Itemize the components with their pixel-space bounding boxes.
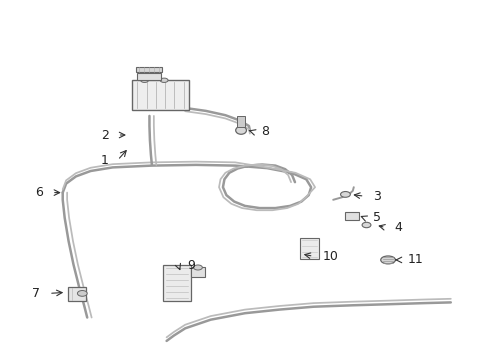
Bar [137, 73, 161, 80]
Ellipse shape [160, 78, 168, 82]
Bar [163, 265, 191, 301]
Text: 1: 1 [101, 154, 109, 167]
Ellipse shape [141, 78, 148, 82]
Ellipse shape [381, 256, 395, 264]
Bar [237, 116, 245, 127]
Text: 11: 11 [408, 253, 423, 266]
Bar [300, 238, 319, 259]
Text: 4: 4 [394, 221, 402, 234]
Ellipse shape [362, 222, 371, 228]
Ellipse shape [236, 126, 246, 134]
Text: 5: 5 [373, 211, 381, 224]
Ellipse shape [77, 291, 87, 296]
Text: 6: 6 [35, 186, 43, 199]
Bar [68, 287, 86, 301]
Bar [191, 267, 205, 277]
Text: 10: 10 [322, 250, 338, 263]
Ellipse shape [341, 192, 350, 197]
Bar [345, 212, 359, 220]
Ellipse shape [194, 265, 202, 270]
Text: 2: 2 [101, 129, 109, 141]
Bar [136, 67, 162, 72]
Bar [132, 80, 189, 110]
Text: 8: 8 [261, 125, 269, 138]
Text: 3: 3 [373, 190, 381, 203]
Text: 9: 9 [187, 259, 195, 272]
Text: 7: 7 [32, 287, 40, 300]
